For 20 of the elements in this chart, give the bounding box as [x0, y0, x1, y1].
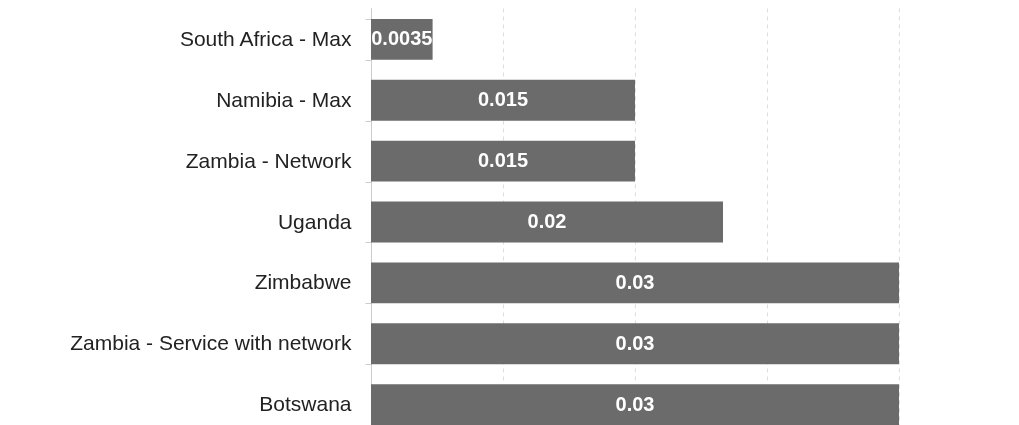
data-label: 0.03 [615, 270, 655, 293]
data-label: 0.015 [477, 88, 529, 111]
y-tick-label: Uganda [277, 209, 352, 233]
bar [371, 384, 899, 425]
y-tick-label: Namibia - Max [216, 87, 352, 111]
bar [371, 262, 899, 304]
y-tick-label: South Africa - Max [179, 26, 352, 50]
bar [371, 140, 635, 182]
data-label: 0.03 [615, 392, 655, 415]
bar [371, 79, 635, 121]
y-tick-label: Zambia - Network [185, 148, 352, 172]
data-label: 0.015 [477, 149, 529, 172]
data-label: 0.0035 [371, 27, 433, 50]
bar [371, 323, 899, 365]
data-label: 0.02 [527, 210, 567, 232]
y-tick-label: Zambia - Service with network [70, 331, 352, 355]
bar [371, 201, 723, 243]
y-tick-label: Botswana [259, 392, 352, 416]
data-label: 0.03 [615, 331, 655, 354]
y-tick-label: Zimbabwe [254, 270, 352, 294]
